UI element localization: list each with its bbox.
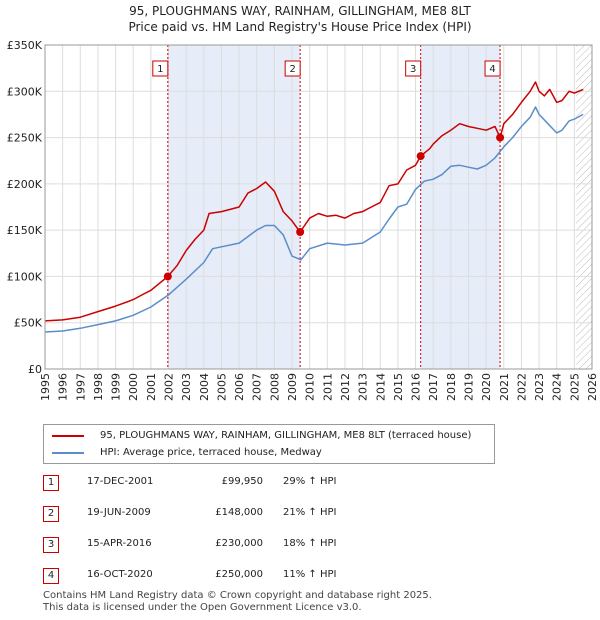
x-tick-label: 2013	[357, 373, 370, 401]
ownership-shade-1	[167, 45, 301, 369]
x-tick-label: 2023	[533, 373, 546, 401]
sale-point-2	[296, 227, 305, 236]
forecast-hatch	[576, 45, 592, 369]
sale-number: 2	[43, 506, 59, 522]
legend-hpi-swatch	[52, 451, 84, 454]
sale-hpi: 21% ↑ HPI	[283, 507, 337, 518]
x-tick-label: 2011	[321, 373, 334, 401]
sale-box-1	[152, 60, 169, 77]
x-tick-label: 1995	[39, 373, 52, 401]
sale-box-2	[284, 60, 301, 77]
x-tick-label: 2001	[145, 373, 158, 401]
x-tick-label: 2006	[233, 373, 246, 401]
legend-hpi-label: HPI: Average price, terraced house, Medw…	[100, 447, 322, 458]
x-tick-label: 2014	[374, 373, 387, 401]
x-tick-label: 2017	[427, 373, 440, 401]
chart-legend: 95, PLOUGHMANS WAY, RAINHAM, GILLINGHAM,…	[43, 424, 495, 464]
sale-price: £148,000	[215, 507, 263, 518]
sale-box-label-1: 1	[157, 64, 163, 75]
sale-number: 3	[43, 537, 59, 553]
y-tick-label: £50K	[14, 317, 43, 330]
x-tick-label: 1997	[74, 373, 87, 401]
x-tick-label: 2026	[586, 373, 599, 401]
x-tick-label: 2022	[515, 373, 528, 401]
x-tick-label: 1998	[92, 373, 105, 401]
sale-hpi: 11% ↑ HPI	[283, 569, 337, 580]
chart-title-line1: 95, PLOUGHMANS WAY, RAINHAM, GILLINGHAM,…	[129, 4, 471, 18]
x-tick-label: 2016	[410, 373, 423, 401]
sale-price: £99,950	[221, 476, 263, 487]
sale-price: £230,000	[215, 538, 263, 549]
sale-date: 17-DEC-2001	[87, 476, 154, 487]
y-tick-label: £100K	[7, 270, 43, 283]
x-tick-label: 2012	[339, 373, 352, 401]
ownership-shade-2	[420, 45, 501, 369]
x-tick-label: 2002	[163, 373, 176, 401]
sale-date: 16-OCT-2020	[87, 569, 153, 580]
x-tick-label: 1996	[57, 373, 70, 401]
legend-property: 95, PLOUGHMANS WAY, RAINHAM, GILLINGHAM,…	[52, 430, 471, 441]
x-tick-label: 2021	[498, 373, 511, 401]
legend-property-label: 95, PLOUGHMANS WAY, RAINHAM, GILLINGHAM,…	[100, 430, 472, 441]
sale-point-1	[163, 272, 172, 281]
y-tick-label: £350K	[7, 39, 43, 52]
sale-box-label-3: 3	[410, 64, 416, 75]
x-tick-label: 2007	[251, 373, 264, 401]
x-tick-label: 2020	[480, 373, 493, 401]
sale-box-4	[484, 60, 501, 77]
hpi-line	[44, 106, 584, 333]
x-tick-label: 2019	[462, 373, 475, 401]
property-price-line	[44, 81, 584, 322]
sale-box-label-4: 4	[489, 64, 495, 75]
price-chart: 1 2 3 4 £0 £50K £100K £150K £200K £250K £300K £350…	[7, 39, 599, 401]
sale-number: 4	[43, 568, 59, 584]
footer-licence: This data is licensed under the Open Gov…	[43, 602, 362, 613]
footer-copyright: Contains HM Land Registry data © Crown c…	[43, 590, 432, 601]
x-tick-label: 2005	[215, 373, 228, 401]
y-tick-label: £150K	[7, 224, 43, 237]
sale-hpi: 18% ↑ HPI	[283, 538, 337, 549]
sale-box-label-2: 2	[289, 64, 295, 75]
x-tick-label: 2003	[180, 373, 193, 401]
legend-hpi: HPI: Average price, terraced house, Medw…	[52, 447, 322, 458]
legend-property-swatch	[52, 434, 84, 437]
x-tick-label: 2008	[268, 373, 281, 401]
y-tick-label: £300K	[7, 85, 43, 98]
y-tick-label: £250K	[7, 132, 43, 145]
x-tick-label: 2009	[286, 373, 299, 401]
plot-area	[45, 45, 592, 369]
chart-title-line2: Price paid vs. HM Land Registry's House …	[128, 20, 472, 34]
sale-point-4	[496, 133, 505, 142]
x-tick-label: 2024	[551, 373, 564, 401]
sale-point-3	[416, 152, 425, 161]
sale-date: 19-JUN-2009	[87, 507, 151, 518]
x-tick-label: 2000	[127, 373, 140, 401]
sale-price: £250,000	[215, 569, 263, 580]
sale-number: 1	[43, 475, 59, 491]
sale-hpi: 29% ↑ HPI	[283, 476, 337, 487]
plot-border	[44, 44, 593, 370]
sale-date: 15-APR-2016	[87, 538, 152, 549]
sale-box-3	[405, 60, 422, 77]
x-tick-label: 2018	[445, 373, 458, 401]
y-tick-label: £200K	[7, 178, 43, 191]
y-tick-label: £0	[28, 363, 42, 376]
x-tick-label: 2025	[568, 373, 581, 401]
x-tick-label: 2004	[198, 373, 211, 401]
x-tick-label: 2010	[304, 373, 317, 401]
x-tick-label: 2015	[392, 373, 405, 401]
x-tick-label: 1999	[110, 373, 123, 401]
